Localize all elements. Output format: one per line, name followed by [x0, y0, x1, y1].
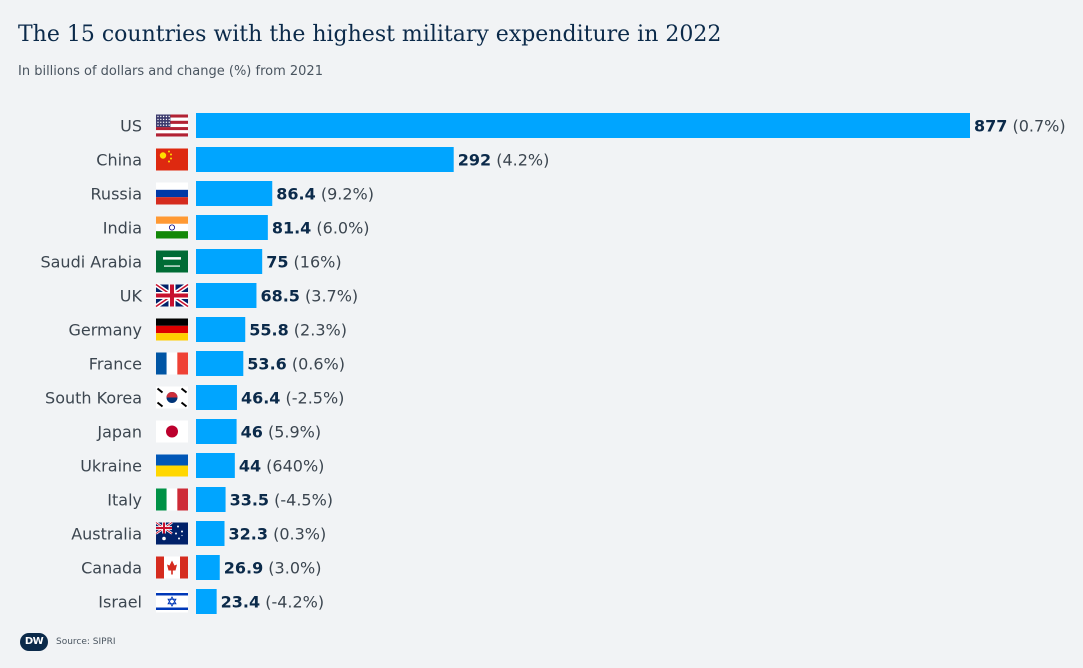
- change-label-india: (6.0%): [311, 219, 369, 238]
- category-label-saudi-arabia: Saudi Arabia: [40, 253, 142, 272]
- uk-flag-icon: [154, 282, 190, 309]
- china-flag-icon: [156, 148, 188, 171]
- change-label-china: (4.2%): [491, 151, 549, 170]
- bar-france: [196, 351, 244, 376]
- bar-australia: [196, 521, 225, 546]
- bar-chart: US 877 (0.7%) China 292 (4.2%) Russia 86.4 (9…: [40, 113, 1066, 614]
- value-amount-uk: 68.5: [260, 287, 299, 306]
- australia-flag-icon: [155, 521, 188, 545]
- bar-japan: [196, 419, 237, 444]
- change-label-uk: (3.7%): [300, 287, 358, 306]
- value-amount-india: 81.4: [272, 219, 311, 238]
- change-label-israel: (-4.2%): [260, 593, 324, 612]
- value-amount-ukraine: 44: [239, 457, 261, 476]
- india-flag-icon: [156, 216, 188, 239]
- value-label-australia: 32.3 (0.3%): [229, 525, 327, 544]
- value-label-us: 877 (0.7%): [974, 117, 1066, 136]
- category-label-ukraine: Ukraine: [80, 457, 142, 476]
- value-label-india: 81.4 (6.0%): [272, 219, 370, 238]
- value-label-france: 53.6 (0.6%): [247, 355, 345, 374]
- value-amount-south-korea: 46.4: [241, 389, 280, 408]
- value-label-germany: 55.8 (2.3%): [249, 321, 347, 340]
- category-label-israel: Israel: [98, 593, 142, 612]
- value-amount-saudi-arabia: 75: [266, 253, 288, 272]
- bar-south-korea: [196, 385, 237, 410]
- value-label-canada: 26.9 (3.0%): [224, 559, 322, 578]
- value-label-russia: 86.4 (9.2%): [276, 185, 374, 204]
- change-label-italy: (-4.5%): [269, 491, 333, 510]
- value-amount-japan: 46: [241, 423, 263, 442]
- value-amount-russia: 86.4: [276, 185, 315, 204]
- change-label-russia: (9.2%): [316, 185, 374, 204]
- change-label-ukraine: (640%): [261, 457, 324, 476]
- bar-germany: [196, 317, 246, 342]
- ukraine-flag-icon: [156, 454, 188, 477]
- value-label-japan: 46 (5.9%): [241, 423, 321, 442]
- change-label-france: (0.6%): [287, 355, 345, 374]
- change-label-saudi-arabia: (16%): [288, 253, 341, 272]
- dw-logo-icon: DW: [20, 633, 48, 651]
- category-label-italy: Italy: [107, 491, 142, 510]
- canada-flag-icon: [156, 556, 188, 579]
- change-label-japan: (5.9%): [263, 423, 321, 442]
- change-label-us: (0.7%): [1007, 117, 1065, 136]
- category-label-canada: Canada: [81, 559, 142, 578]
- category-label-france: France: [89, 355, 142, 374]
- value-amount-germany: 55.8: [249, 321, 288, 340]
- value-amount-china: 292: [458, 151, 491, 170]
- value-label-south-korea: 46.4 (-2.5%): [241, 389, 344, 408]
- russia-flag-icon: [156, 182, 188, 205]
- south-korea-flag-icon: [156, 386, 188, 409]
- change-label-south-korea: (-2.5%): [280, 389, 344, 408]
- us-flag-icon: [156, 114, 188, 137]
- change-label-canada: (3.0%): [263, 559, 321, 578]
- bar-israel: [196, 589, 217, 614]
- source-text: Source: SIPRI: [56, 637, 116, 647]
- chart-subtitle: In billions of dollars and change (%) fr…: [18, 64, 323, 79]
- value-amount-france: 53.6: [247, 355, 286, 374]
- bar-uk: [196, 283, 257, 308]
- value-amount-canada: 26.9: [224, 559, 263, 578]
- value-amount-italy: 33.5: [230, 491, 269, 510]
- bar-russia: [196, 181, 273, 206]
- category-label-uk: UK: [120, 287, 143, 306]
- category-label-south-korea: South Korea: [45, 389, 142, 408]
- bar-india: [196, 215, 268, 240]
- france-flag-icon: [156, 352, 188, 375]
- bar-italy: [196, 487, 226, 512]
- category-label-us: US: [120, 117, 142, 136]
- value-label-uk: 68.5 (3.7%): [260, 287, 358, 306]
- value-amount-australia: 32.3: [229, 525, 268, 544]
- value-label-italy: 33.5 (-4.5%): [230, 491, 333, 510]
- value-label-israel: 23.4 (-4.2%): [221, 593, 324, 612]
- category-label-japan: Japan: [96, 423, 142, 442]
- bar-china: [196, 147, 454, 172]
- category-label-australia: Australia: [71, 525, 142, 544]
- value-label-china: 292 (4.2%): [458, 151, 550, 170]
- italy-flag-icon: [156, 488, 188, 511]
- category-label-china: China: [96, 151, 142, 170]
- source-footer: DW Source: SIPRI: [20, 633, 116, 651]
- chart-title: The 15 countries with the highest milita…: [18, 22, 722, 47]
- bar-ukraine: [196, 453, 235, 478]
- japan-flag-icon: [156, 420, 188, 443]
- change-label-germany: (2.3%): [289, 321, 347, 340]
- change-label-australia: (0.3%): [268, 525, 326, 544]
- category-label-germany: Germany: [68, 321, 142, 340]
- bar-us: [196, 113, 970, 138]
- value-label-saudi-arabia: 75 (16%): [266, 253, 341, 272]
- value-amount-us: 877: [974, 117, 1007, 136]
- category-label-russia: Russia: [91, 185, 142, 204]
- value-label-ukraine: 44 (640%): [239, 457, 325, 476]
- israel-flag-icon: [156, 590, 188, 613]
- bar-saudi-arabia: [196, 249, 263, 274]
- saudi-arabia-flag-icon: [156, 250, 188, 273]
- bar-canada: [196, 555, 220, 580]
- value-amount-israel: 23.4: [221, 593, 260, 612]
- germany-flag-icon: [156, 318, 188, 341]
- category-label-india: India: [103, 219, 142, 238]
